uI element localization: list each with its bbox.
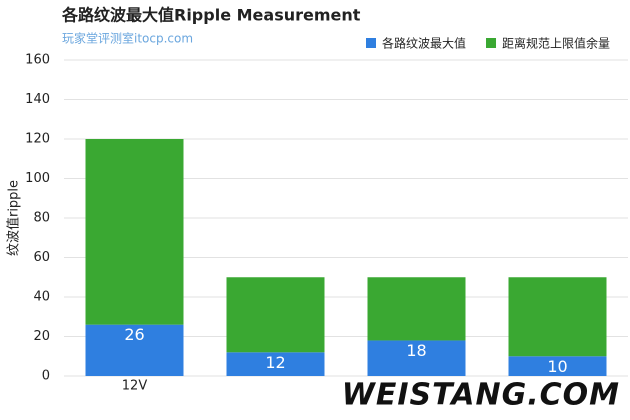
- bar-segment: [226, 352, 325, 376]
- legend-swatch: [486, 38, 497, 48]
- data-label: 26: [124, 325, 144, 344]
- bar-segment: [85, 139, 184, 325]
- bar-segment: [508, 277, 607, 357]
- bar-segment: [85, 324, 184, 376]
- legend-swatch: [366, 38, 376, 48]
- y-tick-label: 100: [25, 171, 50, 186]
- x-tick-label: 12V: [122, 379, 148, 394]
- data-label: 10: [547, 357, 567, 376]
- y-tick-label: 60: [33, 250, 50, 265]
- y-tick-label: 80: [33, 211, 50, 226]
- legend-label: 距离规范上限值余量: [502, 36, 610, 51]
- bar-segment: [367, 277, 466, 341]
- bar-segment: [226, 277, 325, 353]
- chart-title: 各路纹波最大值Ripple Measurement: [61, 6, 361, 25]
- y-axis-label: 纹波值ripple: [6, 180, 22, 256]
- y-tick-label: 120: [25, 132, 50, 147]
- y-tick-label: 160: [25, 53, 50, 68]
- data-label: 18: [406, 341, 426, 360]
- watermark: WEISTANG.COM: [342, 378, 620, 413]
- chart-subtitle: 玩家堂评测室itocp.com: [62, 31, 193, 46]
- y-tick-label: 40: [33, 290, 50, 305]
- y-tick-label: 0: [42, 369, 50, 384]
- bar-segment: [508, 356, 607, 376]
- data-label: 12: [265, 353, 285, 372]
- bar-segment: [367, 340, 466, 376]
- y-tick-label: 20: [33, 329, 50, 344]
- y-tick-label: 140: [25, 92, 50, 107]
- legend-label: 各路纹波最大值: [382, 36, 466, 51]
